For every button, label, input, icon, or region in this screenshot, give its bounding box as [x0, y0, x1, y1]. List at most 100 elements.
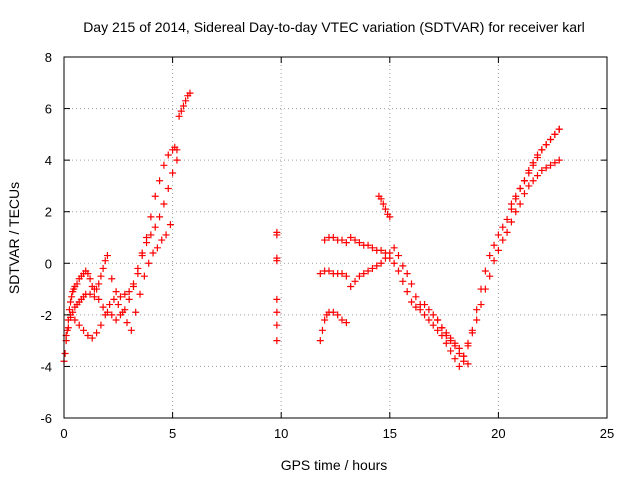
data-point	[486, 252, 494, 260]
data-point	[127, 326, 135, 334]
data-point	[316, 270, 324, 278]
data-point	[99, 303, 107, 311]
data-point	[99, 264, 107, 272]
data-point	[334, 311, 342, 319]
data-point	[516, 185, 524, 193]
x-tick-label: 5	[169, 426, 176, 441]
data-point	[93, 285, 101, 293]
data-point	[542, 164, 550, 172]
data-point	[381, 249, 389, 257]
y-tick-label: -2	[40, 308, 52, 323]
x-axis-label: GPS time / hours	[281, 457, 388, 473]
data-point	[455, 362, 463, 370]
data-point	[316, 337, 324, 345]
data-point	[173, 146, 181, 154]
data-point	[158, 236, 166, 244]
data-point	[75, 321, 83, 329]
data-point	[442, 331, 450, 339]
data-point	[516, 200, 524, 208]
data-point	[73, 280, 81, 288]
data-point	[112, 288, 120, 296]
data-point	[464, 360, 472, 368]
data-point	[429, 311, 437, 319]
y-tick-label: 4	[45, 153, 52, 168]
data-point	[529, 161, 537, 169]
data-point	[555, 156, 563, 164]
data-point	[156, 213, 164, 221]
data-point	[368, 244, 376, 252]
data-point	[108, 275, 116, 283]
data-point	[273, 308, 281, 316]
data-point	[494, 246, 502, 254]
data-point	[503, 228, 511, 236]
x-tick-label: 20	[491, 426, 505, 441]
data-point	[182, 97, 190, 105]
data-point	[140, 272, 148, 280]
data-point	[386, 213, 394, 221]
data-point	[351, 236, 359, 244]
data-point	[97, 272, 105, 280]
data-point	[95, 280, 103, 288]
data-point	[134, 264, 142, 272]
data-point	[364, 267, 372, 275]
x-tick-label: 25	[600, 426, 614, 441]
data-point	[377, 259, 385, 267]
data-point	[525, 182, 533, 190]
data-point	[147, 213, 155, 221]
data-point	[175, 112, 183, 120]
axis-ticks: 0 5 10 15 20 25 -6 -4 -2 0 2 4 6 8	[40, 50, 614, 441]
data-point	[164, 151, 172, 159]
data-point	[151, 223, 159, 231]
data-point	[355, 272, 363, 280]
data-point	[145, 259, 153, 267]
data-point	[538, 146, 546, 154]
data-point	[408, 298, 416, 306]
data-point	[64, 324, 72, 332]
data-point	[473, 306, 481, 314]
data-point	[164, 185, 172, 193]
data-point	[355, 239, 363, 247]
data-point	[88, 334, 96, 342]
data-point	[381, 205, 389, 213]
data-point	[373, 262, 381, 270]
data-point	[86, 275, 94, 283]
data-point	[379, 200, 387, 208]
data-point	[123, 319, 131, 327]
data-point	[71, 316, 79, 324]
x-tick-label: 15	[383, 426, 397, 441]
data-point	[442, 339, 450, 347]
data-point	[490, 257, 498, 265]
data-point	[555, 125, 563, 133]
data-point	[130, 280, 138, 288]
data-point	[151, 192, 159, 200]
data-point	[451, 339, 459, 347]
data-point	[112, 316, 120, 324]
chart-title: Day 215 of 2014, Sidereal Day-to-day VTE…	[83, 19, 585, 35]
data-point	[425, 306, 433, 314]
data-point	[125, 288, 133, 296]
data-point	[533, 172, 541, 180]
y-tick-label: 2	[45, 205, 52, 220]
data-point	[125, 295, 133, 303]
data-point	[477, 301, 485, 309]
y-tick-label: -6	[40, 411, 52, 426]
plot-frame	[63, 56, 608, 419]
data-point	[386, 254, 394, 262]
y-tick-label: -4	[40, 359, 52, 374]
data-point	[434, 316, 442, 324]
data-point	[438, 324, 446, 332]
data-point	[421, 301, 429, 309]
data-point	[494, 231, 502, 239]
data-point	[273, 257, 281, 265]
data-point	[551, 130, 559, 138]
data-point	[103, 252, 111, 260]
data-point	[169, 169, 177, 177]
data-point	[547, 136, 555, 144]
data-point	[136, 290, 144, 298]
data-point	[529, 177, 537, 185]
data-point	[156, 177, 164, 185]
data-point	[403, 270, 411, 278]
data-point	[114, 301, 122, 309]
data-point	[68, 293, 76, 301]
y-tick-label: 8	[45, 50, 52, 65]
